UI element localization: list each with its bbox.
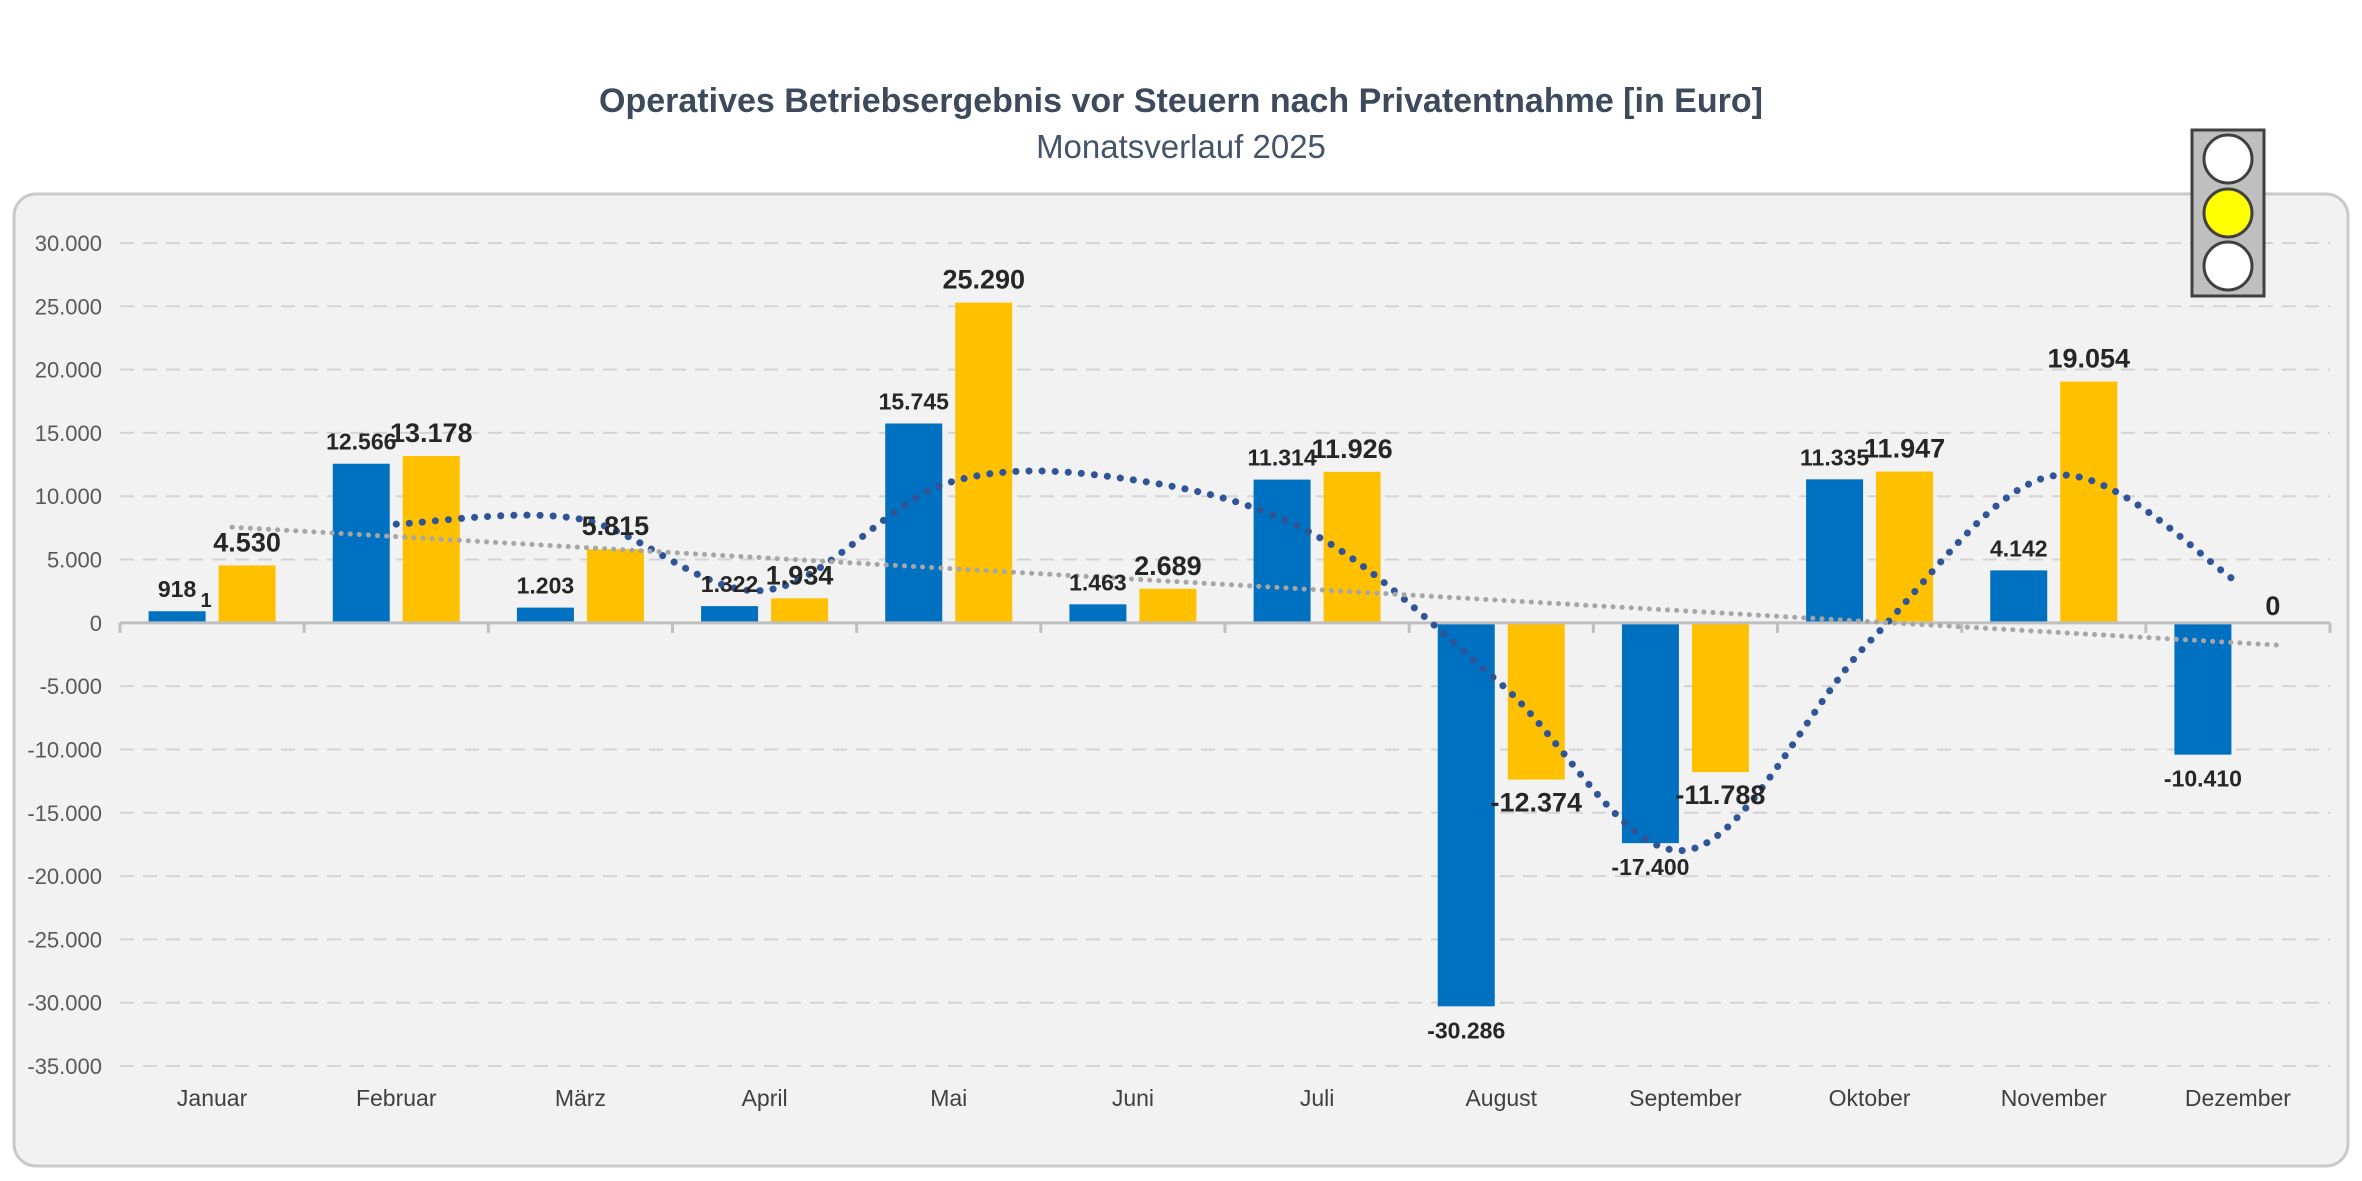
bar-series1-dezember xyxy=(2174,622,2232,755)
bar-series2-mai xyxy=(955,302,1013,623)
y-tick-label: 5.000 xyxy=(47,548,102,573)
x-tick-label-juni: Juni xyxy=(1112,1085,1154,1111)
data-label-series2-mai: 25.290 xyxy=(942,265,1025,295)
data-label-series2-februar: 13.178 xyxy=(390,418,473,448)
bar-series2-november xyxy=(2060,381,2118,623)
x-tick-label-august: August xyxy=(1465,1085,1537,1111)
data-label-series2-september: -11.788 xyxy=(1675,780,1765,810)
y-tick-label: -10.000 xyxy=(27,737,102,762)
bar-series1-september xyxy=(1621,622,1679,844)
x-tick-label-juli: Juli xyxy=(1300,1085,1335,1111)
x-tick-label-oktober: Oktober xyxy=(1829,1085,1911,1111)
data-label-series1-februar: 12.566 xyxy=(326,429,396,455)
x-tick-label-mai: Mai xyxy=(930,1085,967,1111)
data-label-series2-november: 19.054 xyxy=(2047,344,2130,374)
data-label-series1-september: -17.400 xyxy=(1611,854,1689,880)
data-label-series2-märz: 5.815 xyxy=(582,511,650,541)
data-label-series2-dezember: 0 xyxy=(2265,591,2280,621)
data-label-series2-april: 1.934 xyxy=(766,560,834,590)
bar-series1-juni xyxy=(1069,604,1127,623)
data-label-series2-juni: 2.689 xyxy=(1134,551,1202,581)
bar-series1-april xyxy=(701,606,759,623)
bar-series1-august xyxy=(1437,622,1495,1007)
y-tick-label: 10.000 xyxy=(35,484,102,509)
x-tick-label-september: September xyxy=(1629,1085,1742,1111)
y-tick-label: -35.000 xyxy=(27,1054,102,1079)
y-tick-label: -25.000 xyxy=(27,927,102,952)
x-tick-label-april: April xyxy=(742,1085,788,1111)
x-tick-label-januar: Januar xyxy=(177,1085,248,1111)
bar-series2-september xyxy=(1691,622,1749,773)
trendline-linear xyxy=(229,524,2281,648)
grid-lines xyxy=(120,242,2330,1067)
data-label-series1-mai: 15.745 xyxy=(879,388,950,414)
bar-series2-april xyxy=(771,598,829,623)
y-tick-label: 15.000 xyxy=(35,421,102,446)
data-label-series2-august: -12.374 xyxy=(1490,788,1582,818)
bar-series2-august xyxy=(1507,622,1565,780)
data-label-series1-juni: 1.463 xyxy=(1069,569,1127,595)
data-label-series1-november: 4.142 xyxy=(1990,535,2048,561)
bar-series1-november xyxy=(1990,570,2048,623)
x-tick-label-november: November xyxy=(2001,1085,2107,1111)
y-tick-label: -15.000 xyxy=(27,801,102,826)
bar-series1-januar xyxy=(148,611,206,623)
y-tick-label: 25.000 xyxy=(35,294,102,319)
data-label-series1-juli: 11.314 xyxy=(1248,445,1317,471)
bar-series2-januar xyxy=(218,565,276,623)
traffic-light-bottom-lamp xyxy=(2202,240,2254,292)
bar-series2-oktober xyxy=(1876,471,1934,623)
data-label-stray: 1 xyxy=(201,590,212,612)
y-tick-label: 30.000 xyxy=(35,231,102,256)
x-tick-label-februar: Februar xyxy=(356,1085,437,1111)
y-tick-label: -20.000 xyxy=(27,864,102,889)
bar-series1-mai xyxy=(885,423,943,623)
trendlines xyxy=(229,467,2281,854)
bar-series2-märz xyxy=(586,549,644,623)
bar-series1-juli xyxy=(1253,479,1311,623)
data-label-series2-oktober: 11.947 xyxy=(1864,434,1945,464)
x-tick-label-dezember: Dezember xyxy=(2185,1085,2291,1111)
y-tick-label: -30.000 xyxy=(27,991,102,1016)
bar-series1-märz xyxy=(516,607,574,623)
bar-series1-oktober xyxy=(1806,479,1864,623)
y-tick-label: 0 xyxy=(90,611,102,636)
chart-title: Operatives Betriebsergebnis vor Steuern … xyxy=(599,82,1763,120)
data-label-series1-dezember: -10.410 xyxy=(2164,766,2242,792)
data-label-series1-april: 1.322 xyxy=(701,571,759,597)
x-axis xyxy=(118,621,2332,633)
bar-series2-juli xyxy=(1323,471,1381,623)
bars xyxy=(148,302,2232,1007)
plot-area-background xyxy=(12,192,2350,1168)
data-label-series1-oktober: 11.335 xyxy=(1800,444,1869,470)
x-axis-ticks: Januar Februar März April Mai Juni Juli August S… xyxy=(177,1085,2291,1111)
bar-series1-februar xyxy=(332,463,390,623)
y-tick-label: -5.000 xyxy=(40,674,102,699)
trendline-moving-average xyxy=(392,467,2242,854)
traffic-light-middle-lamp xyxy=(2202,187,2254,239)
data-label-series1-märz: 1.203 xyxy=(517,573,575,599)
chart-subtitle: Monatsverlauf 2025 xyxy=(1036,128,1326,165)
bar-series2-juni xyxy=(1139,588,1197,623)
bar-series2-februar xyxy=(402,455,460,623)
data-label-series1-januar: 918 xyxy=(158,576,197,602)
data-label-series2-juli: 11.926 xyxy=(1312,434,1393,464)
data-label-series1-august: -30.286 xyxy=(1427,1017,1505,1043)
y-axis-ticks: 30.000 25.000 20.000 15.000 10.000 5.000 0 -5.0… xyxy=(27,231,102,1079)
y-tick-label: 20.000 xyxy=(35,358,102,383)
data-labels: 918 12.566 1.203 1.322 15.745 1.463 11.314 -30.… xyxy=(158,265,2281,1044)
x-tick-label-märz: März xyxy=(555,1085,606,1111)
data-label-series2-januar: 4.530 xyxy=(213,527,281,557)
